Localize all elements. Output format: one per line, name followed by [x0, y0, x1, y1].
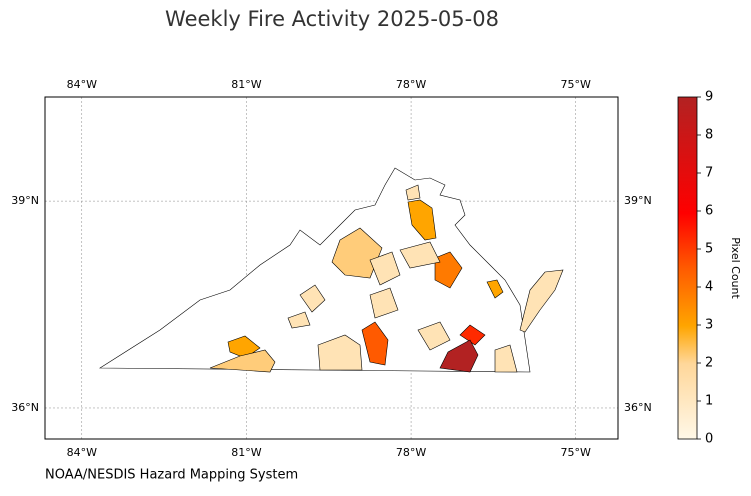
- y-tick-label: 39°N: [624, 194, 652, 207]
- colorbar-tick-label: 6: [705, 204, 713, 219]
- county: [369, 251, 401, 286]
- state-outline: [98, 167, 531, 373]
- virginia-map: [98, 167, 564, 373]
- x-tick-label: 84°W: [67, 446, 97, 459]
- county: [299, 284, 326, 313]
- y-tick-label: 39°N: [11, 194, 39, 207]
- colorbar-tick-label: 3: [705, 318, 713, 333]
- county: [361, 321, 389, 366]
- colorbar: [677, 96, 698, 440]
- county: [331, 227, 383, 279]
- county: [287, 311, 311, 329]
- map-ticks: 84°W 84°W 81°W 81°W 78°W 78°W 75°W 75°W 36°N 36°N…: [11, 78, 651, 459]
- colorbar-label: Pixel Count: [729, 237, 742, 299]
- x-tick-label: 81°W: [231, 78, 261, 91]
- x-tick-label: 78°W: [396, 446, 426, 459]
- county: [399, 241, 441, 269]
- county: [405, 184, 421, 201]
- colorbar-tick-label: 9: [705, 90, 713, 105]
- title: Weekly Fire Activity 2025-05-08: [165, 7, 499, 31]
- y-tick-label: 36°N: [624, 401, 652, 414]
- map-frame: [44, 96, 619, 440]
- county: [369, 287, 399, 319]
- county: [417, 321, 451, 351]
- y-tick-label: 36°N: [11, 401, 39, 414]
- x-tick-label: 84°W: [67, 78, 97, 91]
- county: [317, 334, 363, 371]
- colorbar-tick-label: 4: [705, 280, 713, 295]
- x-tick-label: 75°W: [561, 446, 591, 459]
- county: [439, 339, 479, 373]
- county: [486, 279, 504, 299]
- colorbar-tick-label: 1: [705, 394, 713, 409]
- county: [494, 344, 518, 373]
- colorbar-tick-label: 2: [705, 356, 713, 371]
- x-tick-label: 75°W: [561, 78, 591, 91]
- colorbar-tick-label: 7: [705, 166, 713, 181]
- x-tick-label: 78°W: [396, 78, 426, 91]
- eastern-shore: [519, 269, 564, 333]
- county: [434, 251, 463, 289]
- colorbar-tick-label: 0: [705, 432, 713, 447]
- colorbar-ticks: 0 1 2 3 4 5 6 7 8 9: [697, 90, 713, 447]
- source: NOAA/NESDIS Hazard Mapping System: [45, 468, 298, 483]
- colorbar-tick-label: 8: [705, 128, 713, 143]
- colorbar-tick-label: 5: [705, 242, 713, 257]
- graticule: [45, 97, 618, 439]
- county: [209, 349, 276, 373]
- x-tick-label: 81°W: [231, 446, 261, 459]
- county: [407, 199, 437, 241]
